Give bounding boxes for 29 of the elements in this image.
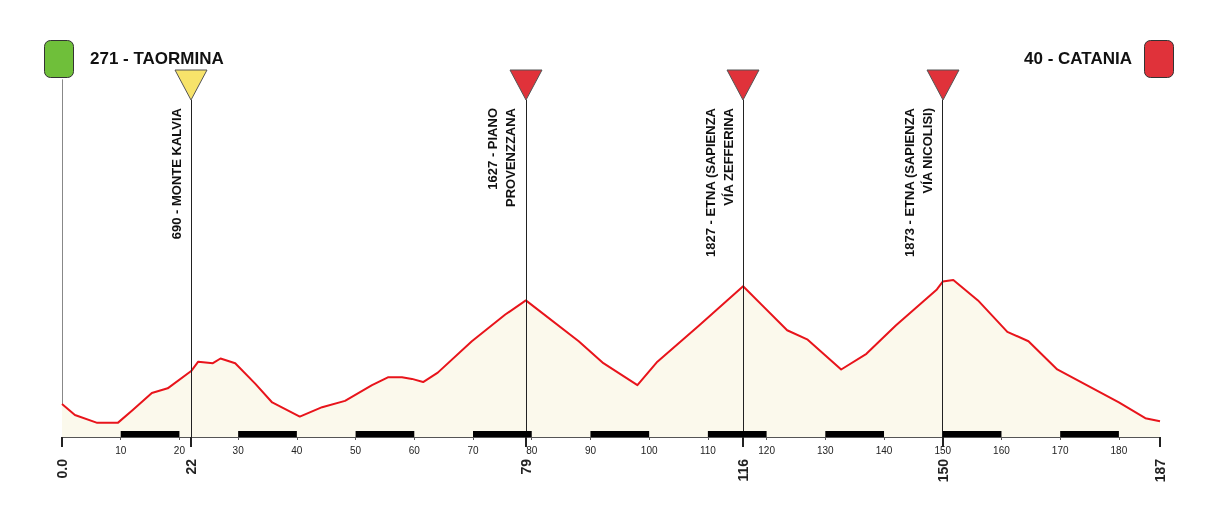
x-tick-label: 40 bbox=[291, 444, 303, 456]
x-tick-label: 160 bbox=[993, 444, 1011, 456]
text: 271 - TAORMINA bbox=[90, 49, 224, 68]
x-tick-label: 110 bbox=[699, 444, 717, 456]
x-tick-label: 90 bbox=[584, 444, 597, 456]
x-tick-label: 80 bbox=[526, 444, 538, 456]
x-tick-label: 50 bbox=[350, 444, 362, 456]
x-tick-label: 170 bbox=[1051, 444, 1069, 456]
x-tick-label: 100 bbox=[640, 444, 658, 456]
ref-line-label: 1873 - ETNA (SAPIENZA VÍA NICOLISI) bbox=[902, 107, 936, 258]
ref-line-label: 1627 - PIANO PROVENZZANA bbox=[485, 107, 519, 207]
x-tick-label: 60 bbox=[408, 444, 421, 456]
x2-tick-label: 79 bbox=[517, 458, 534, 475]
x-tick-label: 10 bbox=[115, 444, 127, 456]
x-tick-label: 20 bbox=[173, 444, 186, 456]
x-tick-label: 180 bbox=[1110, 444, 1128, 456]
x-tick-label: 70 bbox=[467, 444, 480, 456]
x2-tick-label: 22 bbox=[183, 458, 200, 475]
ref-line-label: 690 - MONTE KALVIA bbox=[168, 107, 184, 240]
x-tick-label: 120 bbox=[758, 444, 776, 456]
x-tick-label: 130 bbox=[816, 444, 835, 456]
text: 40 - CATANIA bbox=[1024, 49, 1133, 68]
x2-tick-label: 116 bbox=[735, 458, 752, 482]
x-tick-label: 150 bbox=[934, 444, 952, 456]
x2-tick-label: 0.0 bbox=[54, 458, 70, 479]
x-tick-label: 30 bbox=[232, 444, 245, 456]
x-tick-label: 140 bbox=[875, 444, 893, 456]
x2-tick-label: 187 bbox=[1152, 458, 1168, 483]
ref-line-label: 1827 - ETNA (SAPIENZA VÍA ZEFFERINA bbox=[702, 107, 736, 258]
